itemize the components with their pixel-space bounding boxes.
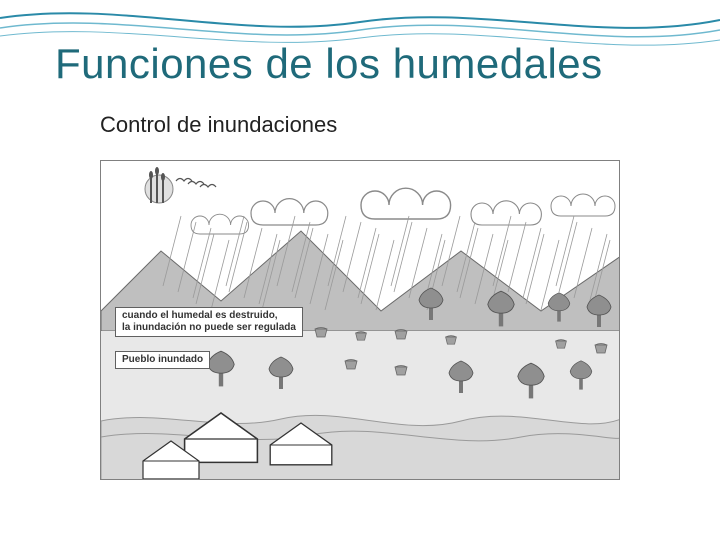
illustration-caption-label: Pueblo inundado bbox=[115, 351, 210, 369]
illustration-caption-main: cuando el humedal es destruido, la inund… bbox=[115, 307, 303, 337]
slide-title: Funciones de los humedales bbox=[55, 40, 603, 88]
illustration-frame: cuando el humedal es destruido, la inund… bbox=[100, 160, 620, 480]
slide-subtitle: Control de inundaciones bbox=[100, 112, 337, 138]
slide: Funciones de los humedales Control de in… bbox=[0, 0, 720, 540]
